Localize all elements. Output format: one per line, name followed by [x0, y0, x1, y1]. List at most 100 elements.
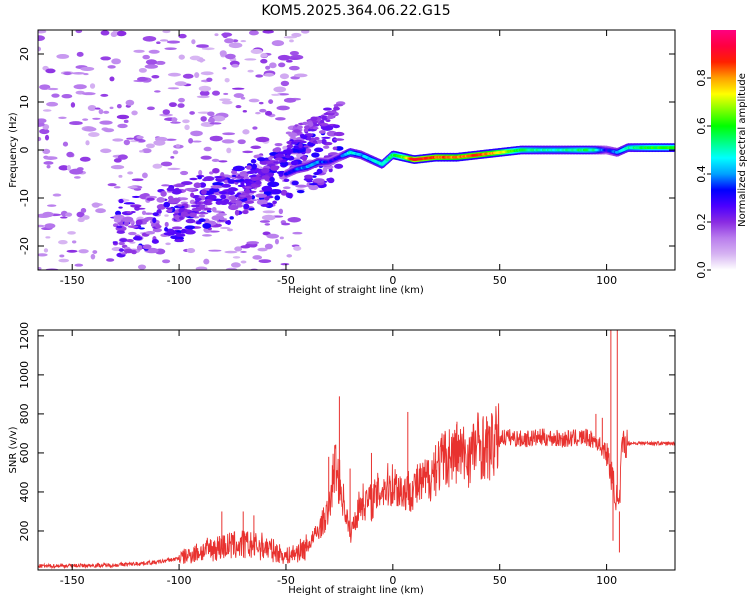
spectrogram-noise-cell: [87, 105, 97, 112]
spectrogram-noise-cell: [230, 262, 241, 268]
spectrogram-noise-cell: [232, 256, 241, 259]
spectrogram-branch-cell: [298, 143, 303, 149]
spectrogram-branch-cell: [193, 208, 202, 212]
spectrogram-noise-cell: [252, 126, 258, 130]
spectrogram-noise-cell: [117, 154, 128, 160]
spectrogram-noise-cell: [38, 267, 42, 270]
spectrogram-band-cell: [244, 200, 255, 204]
spectrogram-band-cell: [175, 233, 186, 238]
spectrogram-band-cell: [173, 205, 185, 209]
spectrogram-band-cell: [178, 216, 184, 220]
spectrogram-noise-cell: [45, 236, 51, 239]
spectrogram-branch-cell: [240, 181, 245, 186]
spectrogram-band-cell: [303, 177, 314, 182]
spectrogram-noise-cell: [186, 248, 196, 254]
spectrogram-noise-cell: [196, 44, 209, 48]
spectrogram-noise-cell: [262, 210, 276, 214]
spectrogram-band-cell: [288, 192, 293, 199]
spectrogram-branch-cell: [261, 167, 270, 174]
spectrogram-noise-cell: [259, 108, 267, 113]
spectrogram-noise-cell: [268, 99, 274, 104]
spectrogram-noise-cell: [148, 49, 160, 54]
spectrogram-band-cell: [156, 197, 166, 203]
spectrogram-noise-cell: [240, 96, 246, 100]
y-tick-label: 0: [18, 147, 31, 154]
spectrogram-band-cell: [160, 190, 167, 197]
spectrogram-noise-cell: [76, 211, 85, 218]
spectrogram-branch-cell: [273, 161, 281, 164]
spectrogram-band-cell: [248, 207, 255, 211]
spectrogram-noise-cell: [224, 77, 230, 83]
spectrogram-noise-cell: [90, 253, 96, 260]
spectrogram-noise-cell: [46, 101, 59, 107]
spectrogram-noise-cell: [264, 223, 271, 226]
snr-y-ticks: 200 400 600 800 1000 1200: [18, 322, 675, 541]
spectrogram-noise-cell: [123, 139, 131, 146]
spectrogram-noise-cell: [100, 56, 112, 61]
spectrogram-noise-cell: [274, 238, 279, 245]
spectrogram-noise-cell: [257, 247, 268, 252]
spectrogram-noise-cell: [99, 120, 113, 125]
spectrogram-branch-cell: [288, 132, 298, 138]
spectrogram-band-cell: [190, 192, 195, 198]
spectrogram-noise-cell: [228, 42, 243, 49]
spectrogram-noise-cell: [285, 59, 293, 63]
spectrogram-noise-cell: [265, 65, 271, 70]
spectrogram-noise-cell: [74, 263, 84, 267]
x-tick-label: 100: [596, 574, 617, 587]
spectrogram-branch-cell: [302, 121, 308, 126]
spectrogram-band-cell: [246, 165, 252, 170]
spectrogram-noise-cell: [66, 249, 78, 253]
spectrogram-noise-cell: [206, 77, 213, 82]
spectrogram-noise-cell: [127, 186, 138, 189]
figure-title: KOM5.2025.364.06.22.G15: [261, 3, 450, 19]
spectrogram-band-cell: [198, 218, 206, 223]
spectrogram-noise-cell: [171, 117, 178, 123]
spectrogram-band-cell: [177, 204, 182, 207]
spectrogram-noise-cell: [209, 171, 214, 175]
spectrogram-noise-cell: [255, 136, 270, 143]
spectrogram-band-cell: [322, 166, 328, 173]
spectrogram-noise-cell: [235, 105, 242, 109]
spectrogram-branch-cell: [321, 115, 328, 121]
spectrogram-branch-cell: [220, 194, 227, 200]
spectrogram-noise-cell: [289, 51, 299, 56]
spectrogram-band-cell: [231, 170, 238, 175]
spectrogram-noise-cell: [182, 73, 194, 79]
spectrogram-band-cell: [267, 181, 280, 188]
spectrogram-noise-cell: [98, 109, 104, 115]
spectrogram-branch-cell: [274, 157, 283, 161]
spectrogram-band-cell: [304, 147, 312, 154]
spectrogram-band-cell: [165, 207, 174, 210]
spectrogram-band-cell: [274, 195, 281, 201]
spectrogram-noise-cell: [221, 100, 233, 105]
spectrogram-branch-cell: [233, 187, 238, 191]
spectrogram-branch-cell: [256, 174, 261, 177]
y-tick-label: -20: [18, 237, 31, 255]
spectrogram-noise-cell: [131, 178, 144, 182]
spectrogram-band-cell: [171, 226, 183, 230]
spectrogram-noise-cell: [144, 64, 159, 69]
spectrogram-noise-cell: [288, 57, 301, 61]
snr-y-label: SNR (v/v): [8, 426, 19, 473]
spectrogram-band-cell: [132, 236, 143, 241]
spectrogram-noise-cell: [72, 71, 85, 75]
spectrogram-noise-cell: [202, 234, 212, 237]
spectrogram-band-cell: [164, 227, 169, 232]
spectrogram-noise-cell: [174, 81, 187, 86]
spectrogram-noise-cell: [203, 146, 212, 152]
spectrogram-band-cell: [317, 139, 323, 144]
spectrogram-noise-cell: [219, 226, 231, 229]
spectrogram-band-cell: [122, 216, 134, 223]
spectrogram-noise-cell: [162, 30, 171, 34]
spectrogram-band-cell: [318, 130, 326, 134]
spectrogram-band-cell: [180, 181, 193, 186]
spectrogram-branch-cell: [284, 154, 291, 159]
spectrogram-noise-cell: [85, 140, 90, 146]
spectrogram-band-cell: [118, 206, 123, 209]
y-tick-label: 400: [18, 481, 31, 502]
spectrogram-band-cell: [118, 198, 124, 204]
y-tick-label: 600: [18, 442, 31, 463]
spectrogram-noise-cell: [286, 254, 293, 258]
spectrogram-band-cell: [290, 160, 299, 166]
